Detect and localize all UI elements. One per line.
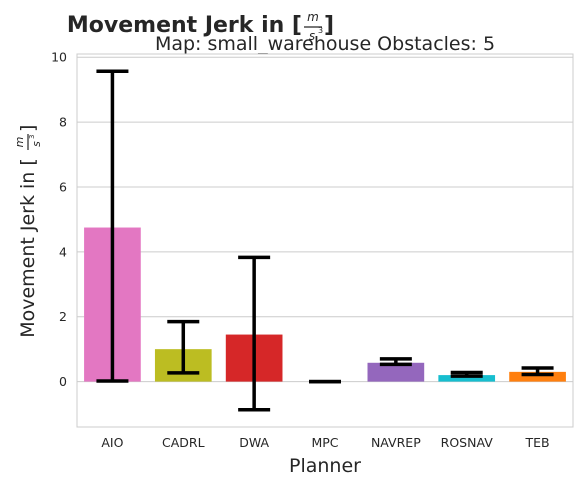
x-tick-label-mpc: MPC [311, 435, 338, 450]
title-unit-fraction: m s 3 [304, 10, 323, 43]
y-tick-label: 0 [59, 374, 67, 389]
x-tick-label-cadrl: CADRL [162, 435, 205, 450]
bars [84, 227, 566, 382]
y-tick-label: 6 [59, 179, 67, 194]
y-axis-label: Movement Jerk in [ m s 3 ] [13, 125, 43, 338]
x-tick-label-navrep: NAVREP [371, 435, 421, 450]
y-tick-label: 8 [59, 115, 67, 130]
plot-frame [76, 53, 574, 428]
y-axis-unit-denominator: s [30, 141, 43, 147]
y-tick-label: 10 [51, 50, 67, 65]
bar-rosnav [438, 375, 496, 382]
y-tick-label: 4 [59, 244, 67, 259]
x-tick-labels: AIO CADRL DWA MPC NAVREP ROSNAV TEB [101, 435, 549, 450]
x-axis-label: Planner [289, 455, 361, 477]
y-axis-unit-exponent: 3 [28, 135, 36, 139]
x-tick-label-teb: TEB [525, 435, 550, 450]
x-tick-label-dwa: DWA [239, 435, 269, 450]
y-tick-labels: 0 2 4 6 8 10 [51, 50, 67, 389]
chart-subtitle: Map: small_warehouse Obstacles: 5 [155, 33, 495, 55]
chart-title-suffix: ] [324, 13, 334, 38]
y-tick-label: 2 [59, 309, 67, 324]
error-bars [96, 69, 554, 412]
bar-navrep [367, 362, 425, 382]
title-unit-denominator: s [309, 29, 315, 43]
chart-title-prefix: Movement Jerk in [ [67, 13, 302, 38]
y-axis-label-prefix: Movement Jerk in [ [17, 158, 39, 338]
y-axis-unit-numerator: m [13, 137, 26, 148]
title-unit-exponent: 3 [318, 26, 323, 35]
bar-teb [509, 371, 566, 382]
x-tick-label-rosnav: ROSNAV [441, 435, 494, 450]
y-axis-label-suffix: ] [17, 125, 39, 132]
title-unit-numerator: m [307, 10, 319, 24]
y-gridlines [77, 56, 573, 383]
x-tick-label-aio: AIO [101, 435, 123, 450]
